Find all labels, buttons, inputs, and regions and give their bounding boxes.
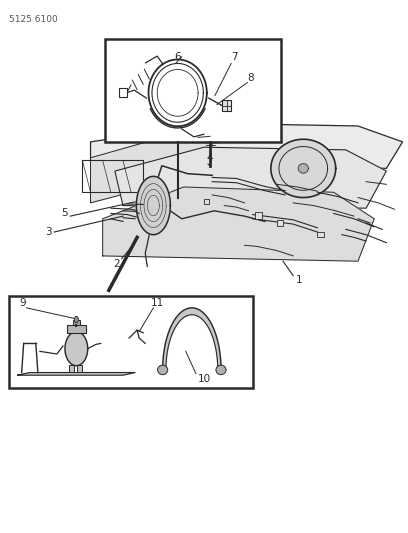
Bar: [105, 38, 281, 142]
Ellipse shape: [74, 317, 78, 322]
Bar: [255, 213, 262, 219]
Bar: [277, 220, 284, 225]
Bar: [317, 232, 324, 237]
Polygon shape: [91, 123, 403, 168]
Polygon shape: [271, 139, 336, 198]
Text: 5125 6100: 5125 6100: [9, 14, 58, 23]
Text: 6: 6: [174, 52, 181, 62]
Ellipse shape: [157, 365, 168, 375]
Text: 11: 11: [151, 297, 164, 308]
Text: 5: 5: [61, 208, 67, 219]
Text: 10: 10: [197, 374, 211, 384]
Text: 7: 7: [231, 52, 238, 62]
Text: 9: 9: [19, 297, 26, 308]
Polygon shape: [103, 187, 374, 261]
Ellipse shape: [298, 164, 308, 173]
Bar: [67, 325, 86, 333]
Polygon shape: [65, 332, 88, 366]
Bar: [69, 365, 74, 372]
Bar: [77, 365, 82, 372]
Polygon shape: [136, 176, 171, 235]
Bar: [73, 319, 80, 325]
Polygon shape: [91, 123, 212, 203]
Text: 1: 1: [296, 274, 303, 285]
Polygon shape: [163, 308, 221, 370]
Polygon shape: [115, 147, 386, 208]
Text: 3: 3: [45, 227, 51, 237]
Bar: [9, 296, 253, 389]
Ellipse shape: [216, 365, 226, 375]
Polygon shape: [18, 373, 135, 375]
Bar: [119, 87, 127, 97]
Text: 8: 8: [247, 73, 254, 83]
Bar: [222, 100, 231, 111]
Text: 4: 4: [207, 153, 213, 163]
Bar: [204, 199, 209, 204]
Text: 2: 2: [113, 259, 120, 269]
